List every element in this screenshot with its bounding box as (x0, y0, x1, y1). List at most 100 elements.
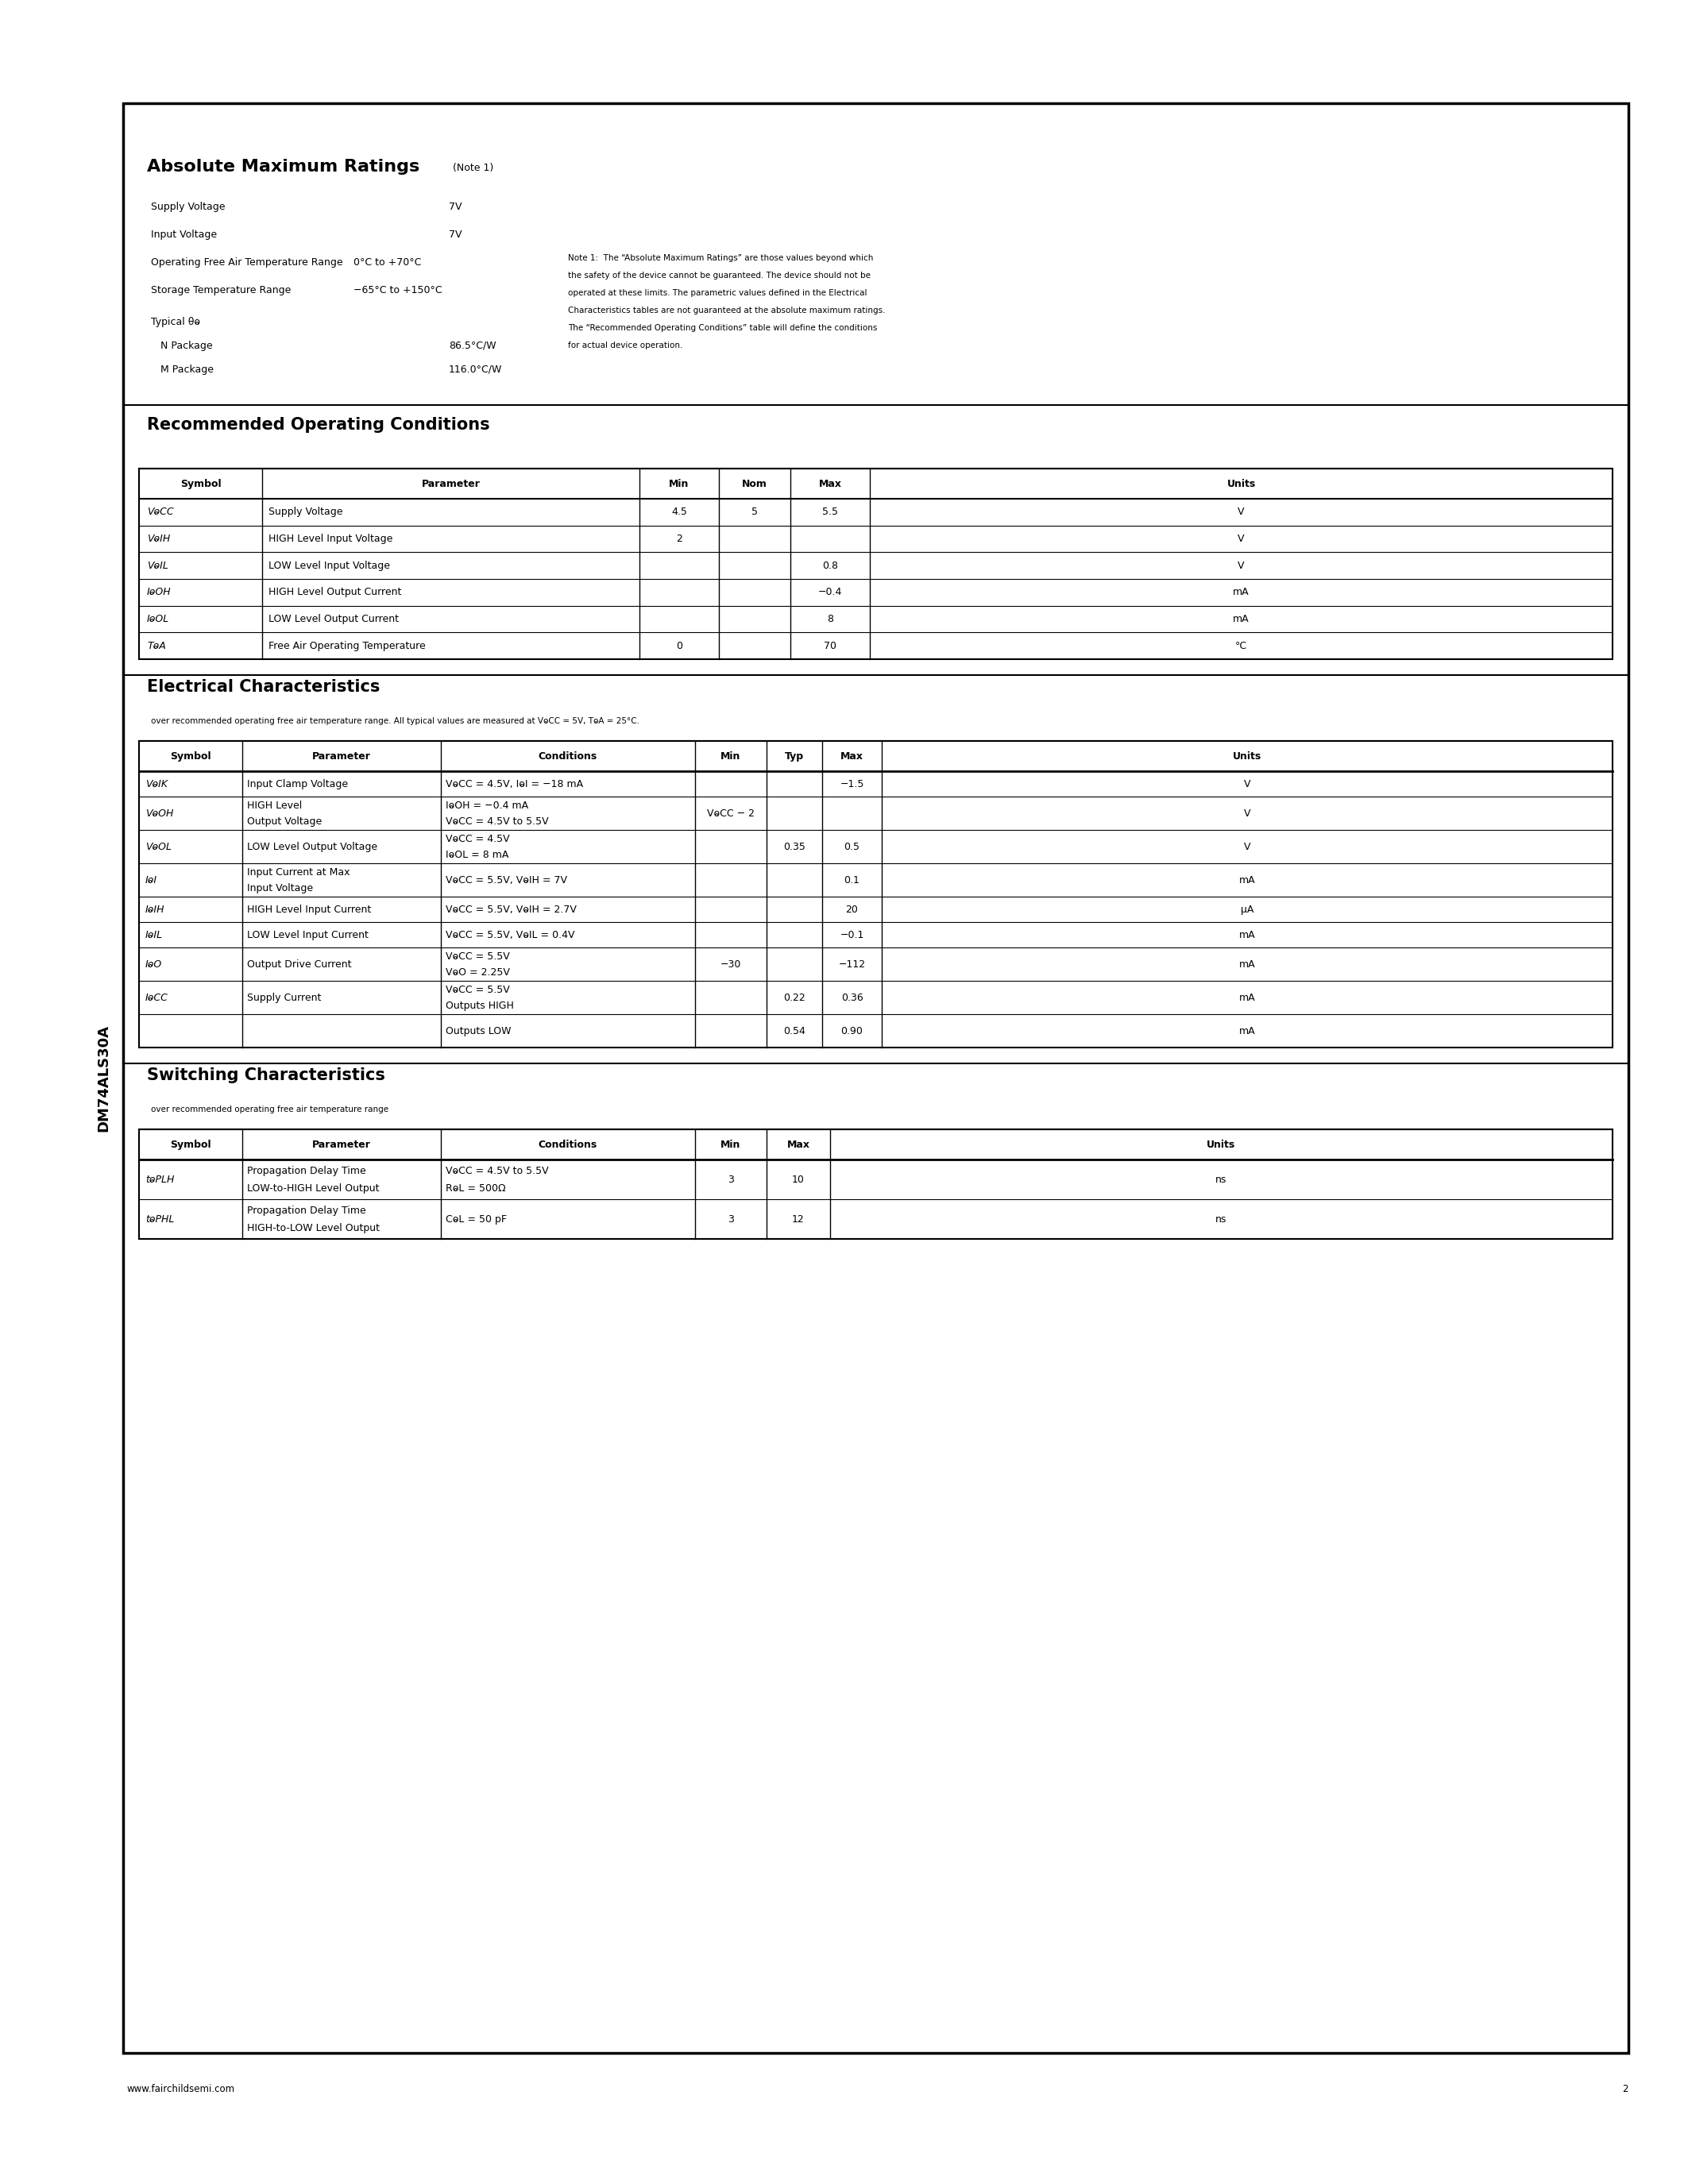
Text: −65°C to +150°C: −65°C to +150°C (353, 284, 442, 295)
Text: VⱺCC = 5.5V: VⱺCC = 5.5V (446, 950, 510, 961)
Text: −30: −30 (721, 959, 741, 970)
Text: VⱺO = 2.25V: VⱺO = 2.25V (446, 968, 510, 976)
Text: −0.4: −0.4 (819, 587, 842, 598)
Text: 3: 3 (728, 1175, 734, 1184)
Text: −1.5: −1.5 (841, 780, 864, 788)
Text: Operating Free Air Temperature Range: Operating Free Air Temperature Range (150, 258, 343, 266)
Text: V: V (1237, 533, 1244, 544)
Text: 5: 5 (751, 507, 758, 518)
Text: VⱺCC = 4.5V to 5.5V: VⱺCC = 4.5V to 5.5V (446, 817, 549, 826)
Text: VⱺIH: VⱺIH (147, 533, 170, 544)
Text: Units: Units (1232, 751, 1261, 762)
Text: HIGH Level: HIGH Level (246, 799, 302, 810)
Text: Typical θⱺ: Typical θⱺ (150, 317, 201, 328)
Text: Note 1:  The “Absolute Maximum Ratings” are those values beyond which: Note 1: The “Absolute Maximum Ratings” a… (567, 253, 873, 262)
Text: the safety of the device cannot be guaranteed. The device should not be: the safety of the device cannot be guara… (567, 271, 871, 280)
Text: RⱺL = 500Ω: RⱺL = 500Ω (446, 1184, 506, 1192)
Text: LOW-to-HIGH Level Output: LOW-to-HIGH Level Output (246, 1184, 380, 1192)
Text: VⱺIK: VⱺIK (145, 780, 167, 788)
Text: IⱺIL: IⱺIL (145, 930, 164, 939)
Text: Storage Temperature Range: Storage Temperature Range (150, 284, 290, 295)
Text: LOW Level Input Current: LOW Level Input Current (246, 930, 368, 939)
Text: 0.35: 0.35 (783, 841, 805, 852)
Text: 0.54: 0.54 (783, 1026, 805, 1035)
Text: mA: mA (1239, 992, 1256, 1002)
Text: VⱺCC = 5.5V: VⱺCC = 5.5V (446, 985, 510, 994)
Text: LOW Level Output Voltage: LOW Level Output Voltage (246, 841, 378, 852)
Text: mA: mA (1232, 587, 1249, 598)
Text: IⱺO: IⱺO (145, 959, 162, 970)
Text: ns: ns (1215, 1175, 1227, 1184)
Text: VⱺCC = 4.5V, IⱺI = −18 mA: VⱺCC = 4.5V, IⱺI = −18 mA (446, 780, 582, 788)
Text: Electrical Characteristics: Electrical Characteristics (147, 679, 380, 695)
Text: VⱺCC = 4.5V: VⱺCC = 4.5V (446, 834, 510, 843)
Text: mA: mA (1239, 1026, 1256, 1035)
Text: IⱺOL = 8 mA: IⱺOL = 8 mA (446, 850, 508, 860)
Text: Units: Units (1207, 1140, 1236, 1149)
Text: IⱺOH = −0.4 mA: IⱺOH = −0.4 mA (446, 799, 528, 810)
Bar (138, 740, 1612, 1048)
Text: mA: mA (1232, 614, 1249, 625)
Text: 116.0°C/W: 116.0°C/W (449, 365, 503, 373)
Text: 4.5: 4.5 (672, 507, 687, 518)
Text: 0.1: 0.1 (844, 876, 859, 885)
Text: Switching Characteristics: Switching Characteristics (147, 1068, 385, 1083)
Text: Symbol: Symbol (170, 1140, 211, 1149)
Text: IⱺIH: IⱺIH (145, 904, 165, 915)
Text: Conditions: Conditions (538, 751, 598, 762)
Text: Propagation Delay Time: Propagation Delay Time (246, 1166, 366, 1175)
Text: V: V (1237, 561, 1244, 570)
Text: Max: Max (841, 751, 864, 762)
Text: Output Drive Current: Output Drive Current (246, 959, 351, 970)
Text: Symbol: Symbol (181, 478, 221, 489)
Text: Outputs LOW: Outputs LOW (446, 1026, 511, 1035)
Text: Outputs HIGH: Outputs HIGH (446, 1000, 513, 1011)
Text: V: V (1244, 808, 1251, 819)
Text: over recommended operating free air temperature range: over recommended operating free air temp… (150, 1105, 388, 1114)
Text: 7V: 7V (449, 229, 463, 240)
Text: V: V (1244, 780, 1251, 788)
Text: VⱺCC = 4.5V to 5.5V: VⱺCC = 4.5V to 5.5V (446, 1166, 549, 1175)
Text: 0.36: 0.36 (841, 992, 863, 1002)
Text: tⱺPHL: tⱺPHL (145, 1214, 174, 1225)
Text: 20: 20 (846, 904, 858, 915)
Text: Supply Voltage: Supply Voltage (150, 201, 225, 212)
Text: TⱺA: TⱺA (147, 640, 165, 651)
Text: mA: mA (1239, 930, 1256, 939)
Text: N Package: N Package (150, 341, 213, 352)
Bar (138, 1129, 1612, 1238)
Text: Conditions: Conditions (538, 1140, 598, 1149)
Text: Input Voltage: Input Voltage (150, 229, 218, 240)
Text: Input Clamp Voltage: Input Clamp Voltage (246, 780, 348, 788)
Text: 0.5: 0.5 (844, 841, 859, 852)
Text: HIGH Level Input Current: HIGH Level Input Current (246, 904, 371, 915)
Text: −0.1: −0.1 (841, 930, 864, 939)
Text: VⱺCC = 5.5V, VⱺIH = 2.7V: VⱺCC = 5.5V, VⱺIH = 2.7V (446, 904, 577, 915)
Text: Typ: Typ (785, 751, 803, 762)
Text: LOW Level Output Current: LOW Level Output Current (268, 614, 398, 625)
Text: Recommended Operating Conditions: Recommended Operating Conditions (147, 417, 490, 432)
Text: Max: Max (819, 478, 842, 489)
Text: tⱺPLH: tⱺPLH (145, 1175, 174, 1184)
Text: HIGH Level Output Current: HIGH Level Output Current (268, 587, 402, 598)
Text: Symbol: Symbol (170, 751, 211, 762)
Text: Propagation Delay Time: Propagation Delay Time (246, 1206, 366, 1216)
Text: Max: Max (787, 1140, 810, 1149)
Text: DM74ALS30A: DM74ALS30A (96, 1024, 110, 1131)
Text: HIGH-to-LOW Level Output: HIGH-to-LOW Level Output (246, 1223, 380, 1234)
Text: Parameter: Parameter (312, 1140, 371, 1149)
Text: VⱺCC: VⱺCC (147, 507, 174, 518)
Text: for actual device operation.: for actual device operation. (567, 341, 682, 349)
Text: 7V: 7V (449, 201, 463, 212)
Text: IⱺOL: IⱺOL (147, 614, 169, 625)
Text: The “Recommended Operating Conditions” table will define the conditions: The “Recommended Operating Conditions” t… (567, 323, 878, 332)
Text: Nom: Nom (743, 478, 768, 489)
Text: 0.90: 0.90 (841, 1026, 863, 1035)
Text: VⱺCC − 2: VⱺCC − 2 (707, 808, 755, 819)
Text: Supply Voltage: Supply Voltage (268, 507, 343, 518)
Text: Characteristics tables are not guaranteed at the absolute maximum ratings.: Characteristics tables are not guarantee… (567, 306, 885, 314)
Text: Parameter: Parameter (312, 751, 371, 762)
Text: 3: 3 (728, 1214, 734, 1225)
Text: Units: Units (1227, 478, 1256, 489)
Text: 8: 8 (827, 614, 834, 625)
